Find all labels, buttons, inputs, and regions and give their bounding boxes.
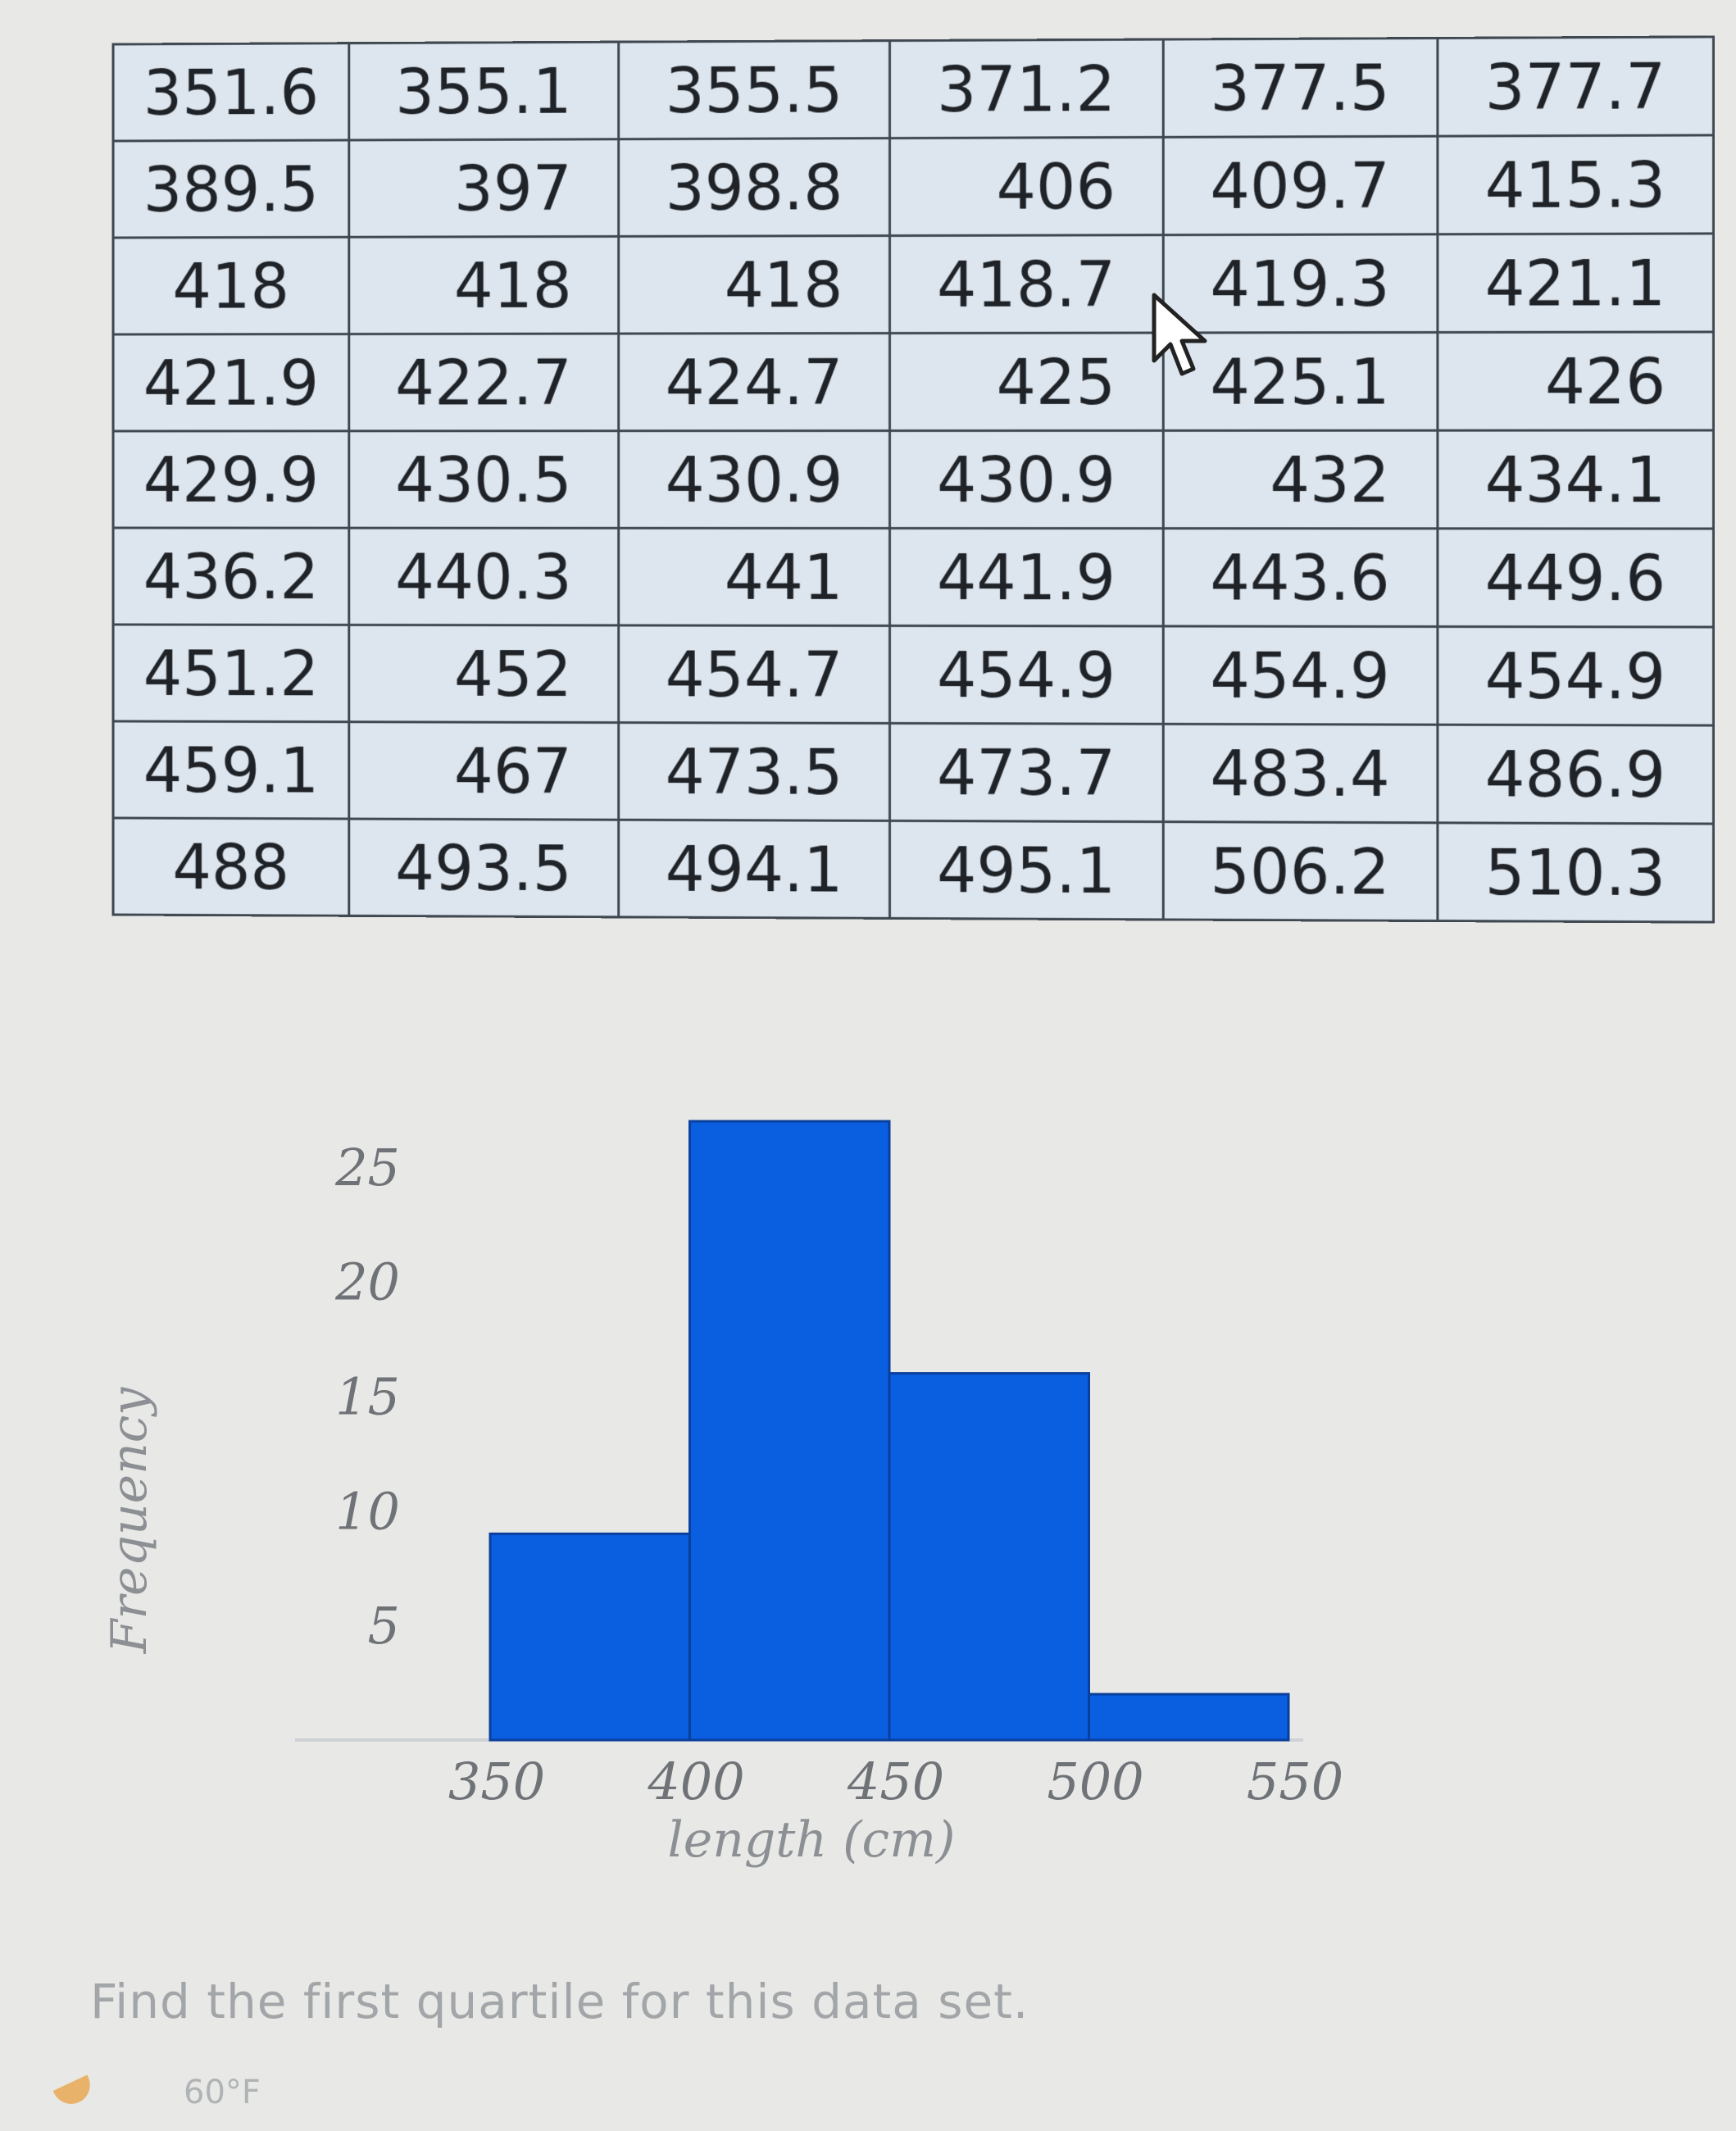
table-cell: 389.5 — [113, 140, 349, 238]
table-cell: 443.6 — [1163, 529, 1438, 627]
table-cell: 418 — [619, 236, 890, 334]
x-axis-label: length (cm) — [668, 1811, 956, 1869]
table-cell: 441.9 — [890, 528, 1163, 625]
y-tick-label: 10 — [335, 1481, 400, 1541]
table-cell: 377.7 — [1438, 37, 1714, 136]
table-cell: 430.5 — [349, 431, 619, 529]
x-tick-label: 550 — [1247, 1752, 1343, 1811]
table-cell: 473.5 — [619, 723, 890, 821]
y-tick-label: 20 — [334, 1252, 400, 1312]
table-cell: 429.9 — [113, 431, 349, 528]
table-row: 418 418 418 418.7 419.3 421.1 — [113, 234, 1713, 334]
x-tick-label: 450 — [847, 1752, 944, 1811]
x-tick-label: 350 — [448, 1752, 545, 1811]
table-cell: 355.1 — [349, 42, 619, 140]
table-cell: 441 — [619, 528, 890, 625]
table-cell: 421.1 — [1438, 234, 1714, 333]
table-cell: 425 — [890, 333, 1163, 430]
table-cell: 418 — [113, 237, 349, 334]
table-cell: 424.7 — [619, 334, 890, 431]
table-cell: 440.3 — [349, 528, 619, 625]
table-cell: 495.1 — [890, 820, 1163, 920]
table-cell: 432 — [1163, 430, 1438, 529]
table-cell: 483.4 — [1163, 724, 1438, 823]
question-text: Find the first quartile for this data se… — [90, 1974, 1029, 2029]
table-cell: 486.9 — [1438, 725, 1714, 824]
x-tick-label: 500 — [1047, 1752, 1143, 1811]
table-cell: 454.7 — [619, 625, 890, 723]
table-cell: 377.5 — [1163, 38, 1438, 137]
table-cell: 409.7 — [1163, 136, 1438, 235]
mouse-pointer-icon — [1151, 292, 1216, 382]
y-axis-label: Frequency — [101, 1387, 158, 1655]
table-row: 351.6 355.1 355.5 371.2 377.5 377.7 — [113, 37, 1713, 141]
table-cell: 355.5 — [619, 41, 890, 139]
table-cell: 351.6 — [113, 43, 349, 141]
table-cell: 473.7 — [890, 723, 1163, 821]
table-cell: 426 — [1438, 332, 1714, 430]
table-cell: 371.2 — [890, 39, 1163, 139]
table-cell: 454.9 — [1438, 627, 1714, 726]
histogram-chart: 5 10 15 20 25 350 400 450 500 550 length (cm) Fr… — [0, 1066, 1393, 1926]
y-tick-label: 25 — [334, 1138, 400, 1197]
table-cell: 434.1 — [1438, 430, 1714, 529]
table-cell: 488 — [113, 818, 349, 916]
table-row: 389.5 397 398.8 406 409.7 415.3 — [113, 135, 1713, 238]
table-cell: 418 — [349, 236, 619, 334]
table-cell: 397 — [349, 139, 619, 237]
table-row: 459.1 467 473.5 473.7 483.4 486.9 — [113, 721, 1713, 824]
x-tick-label: 400 — [647, 1752, 744, 1811]
table-cell: 436.2 — [113, 528, 349, 625]
table-cell: 430.9 — [619, 431, 890, 529]
table-cell: 454.9 — [890, 625, 1163, 724]
table-cell: 493.5 — [349, 819, 619, 917]
table-cell: 459.1 — [113, 721, 349, 819]
table-cell: 406 — [890, 137, 1163, 235]
table-cell: 398.8 — [619, 139, 890, 237]
table-cell: 449.6 — [1438, 529, 1714, 627]
table-cell: 415.3 — [1438, 135, 1714, 234]
histogram-bar — [889, 1374, 1089, 1740]
table-cell: 510.3 — [1438, 823, 1714, 922]
table-row: 436.2 440.3 441 441.9 443.6 449.6 — [113, 528, 1713, 627]
histogram-bar — [490, 1534, 690, 1740]
table-cell: 451.2 — [113, 625, 349, 722]
table-row: 451.2 452 454.7 454.9 454.9 454.9 — [113, 625, 1713, 725]
table-cell: 422.7 — [349, 334, 619, 431]
table-cell: 467 — [349, 722, 619, 820]
table-cell: 418.7 — [890, 235, 1163, 334]
table-cell: 506.2 — [1163, 822, 1438, 921]
table-cell: 452 — [349, 625, 619, 722]
table-row: 488 493.5 494.1 495.1 506.2 510.3 — [113, 818, 1713, 922]
table-cell: 454.9 — [1163, 626, 1438, 725]
data-table: 351.6 355.1 355.5 371.2 377.5 377.7 389.5 397 39… — [112, 35, 1715, 923]
table-cell: 494.1 — [619, 820, 890, 918]
histogram-bar — [690, 1121, 890, 1740]
table-cell: 430.9 — [890, 430, 1163, 528]
table-cell: 421.9 — [113, 334, 349, 431]
weather-icon — [53, 2074, 97, 2110]
taskbar-temperature: 60°F — [184, 2074, 261, 2111]
y-tick-label: 15 — [335, 1367, 400, 1427]
histogram-bar — [1089, 1694, 1289, 1740]
y-tick-label: 5 — [368, 1596, 400, 1656]
table-row: 429.9 430.5 430.9 430.9 432 434.1 — [113, 430, 1713, 529]
table-row: 421.9 422.7 424.7 425 425.1 426 — [113, 332, 1713, 431]
